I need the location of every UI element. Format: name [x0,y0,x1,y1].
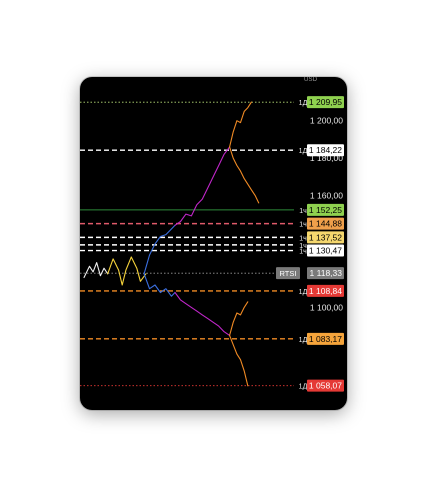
price-badge-label: 1 144,88 [309,219,342,229]
price-series-line [174,291,231,336]
price-badge [307,231,344,244]
price-badge-label: 1 118,33 [310,268,343,278]
price-badge-label: 1 152,25 [309,205,342,215]
price-badge [307,332,344,345]
price-series-line [83,262,109,279]
price-badge-label: 1 137,52 [309,232,342,242]
price-badge [307,267,344,280]
price-series-line [107,256,147,286]
price-badge [307,144,344,157]
level-tag: 1Д [299,384,308,391]
price-badge [307,96,344,109]
price-badge [307,379,344,392]
rtsi-tag-badge [276,267,300,280]
price-badge-label: 1 184,22 [309,145,342,155]
price-badge-label: 1 209,95 [309,97,342,107]
price-badge-label: 1 058,07 [309,381,342,391]
price-series-line [229,101,252,148]
price-badge-label: 1 130,47 [309,246,342,256]
axis-tick-label: 1 100,00 [310,302,343,312]
level-tag: 1ч [299,243,307,250]
rtsi-tag-label: RTSI [280,269,297,278]
price-badge [307,284,344,297]
price-badge [307,217,344,230]
level-tag: 1Д [299,337,308,344]
price-series-line [229,334,249,387]
level-tag: 1ч [299,208,307,215]
axis-tick-label: 1 160,00 [310,190,343,200]
price-series-line [174,146,231,226]
price-series-line [229,301,249,336]
level-tag: 1Д [299,148,308,155]
level-tag: 1ч [299,222,307,229]
price-series-line [229,146,260,204]
level-tag: 1Д [299,100,308,107]
level-tag: 1ч [299,249,307,256]
level-tag: 1Д [299,289,308,296]
price-badge-label: 1 083,17 [309,334,342,344]
price-badge [307,203,344,216]
currency-label: USD [304,77,318,83]
price-series-line [143,224,176,275]
price-badge-label: 1 108,84 [309,286,342,296]
axis-tick-label: 1 180,00 [310,153,343,163]
chart-panel: USD 1 200,00 1 180,00 1 160,00 1 100,00 1Д 1 … [80,77,347,410]
price-badge [307,244,344,257]
axis-tick-label: 1 200,00 [310,116,343,126]
price-series-line [143,273,176,297]
level-tag: 1ч [299,235,307,242]
